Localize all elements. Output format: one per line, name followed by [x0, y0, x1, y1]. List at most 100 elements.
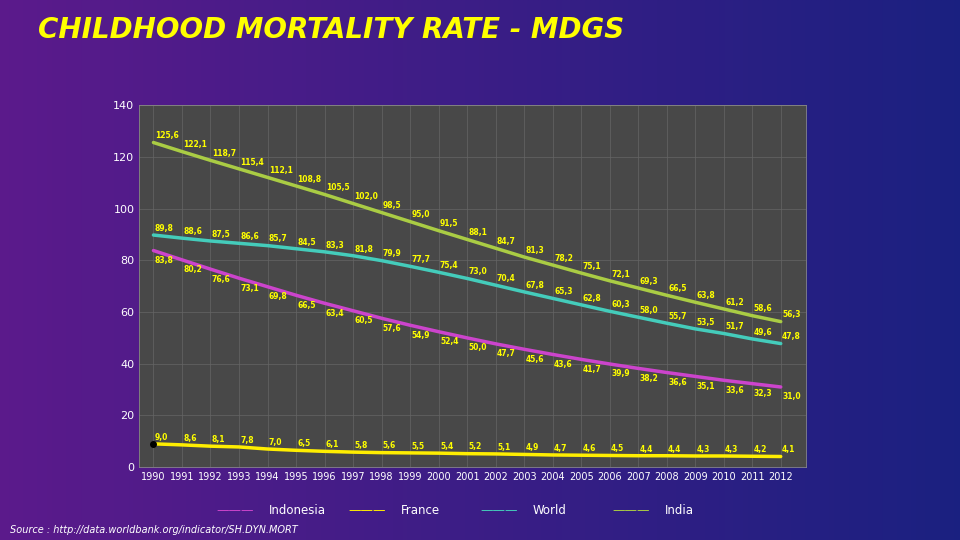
Bar — [562, 0, 566, 540]
Bar — [48, 0, 53, 540]
Bar — [912, 0, 917, 540]
Bar — [355, 0, 360, 540]
Bar — [586, 0, 590, 540]
Bar — [245, 0, 250, 540]
Bar — [931, 0, 936, 540]
Bar — [682, 0, 686, 540]
Bar — [504, 0, 509, 540]
Bar — [917, 0, 922, 540]
Bar — [226, 0, 230, 540]
Text: 41,7: 41,7 — [583, 365, 601, 374]
Bar — [466, 0, 470, 540]
Bar — [490, 0, 494, 540]
Text: 6,5: 6,5 — [298, 439, 311, 448]
Text: 57,6: 57,6 — [383, 324, 401, 333]
Text: 108,8: 108,8 — [298, 175, 322, 184]
Text: 81,8: 81,8 — [354, 245, 373, 254]
Bar — [557, 0, 562, 540]
Text: 95,0: 95,0 — [412, 211, 430, 219]
Text: 4,7: 4,7 — [554, 444, 567, 453]
Text: 47,7: 47,7 — [497, 349, 516, 359]
Bar — [470, 0, 475, 540]
Bar — [86, 0, 91, 540]
Text: 79,9: 79,9 — [383, 249, 401, 259]
Bar — [696, 0, 701, 540]
Text: 39,9: 39,9 — [612, 369, 630, 379]
Bar — [643, 0, 648, 540]
Bar — [744, 0, 749, 540]
Text: 63,4: 63,4 — [326, 309, 345, 318]
Bar — [336, 0, 341, 540]
Text: 122,1: 122,1 — [183, 140, 207, 150]
Bar — [946, 0, 950, 540]
Bar — [187, 0, 192, 540]
Bar — [902, 0, 907, 540]
Text: 55,7: 55,7 — [668, 312, 686, 321]
Bar — [662, 0, 667, 540]
Text: 43,6: 43,6 — [554, 360, 573, 369]
Bar — [346, 0, 350, 540]
Text: 85,7: 85,7 — [269, 234, 288, 244]
Bar — [629, 0, 634, 540]
Bar — [58, 0, 62, 540]
Bar — [547, 0, 552, 540]
Text: Source : http://data.worldbank.org/indicator/SH.DYN.MORT: Source : http://data.worldbank.org/indic… — [10, 524, 298, 535]
Bar — [221, 0, 226, 540]
Bar — [605, 0, 610, 540]
Bar — [254, 0, 259, 540]
Text: 4,4: 4,4 — [639, 444, 653, 454]
Bar — [888, 0, 893, 540]
Text: 4,5: 4,5 — [612, 444, 624, 453]
Bar — [706, 0, 710, 540]
Bar — [14, 0, 19, 540]
Text: 9,0: 9,0 — [155, 433, 168, 442]
Bar — [360, 0, 365, 540]
Bar — [326, 0, 331, 540]
Bar — [72, 0, 77, 540]
Bar — [768, 0, 773, 540]
Text: 7,8: 7,8 — [240, 436, 254, 445]
Text: 4,9: 4,9 — [525, 443, 539, 453]
Bar — [850, 0, 854, 540]
Bar — [317, 0, 322, 540]
Bar — [173, 0, 178, 540]
Bar — [384, 0, 389, 540]
Bar — [686, 0, 691, 540]
Bar — [806, 0, 811, 540]
Bar — [130, 0, 134, 540]
Bar — [835, 0, 840, 540]
Bar — [624, 0, 629, 540]
Bar — [864, 0, 869, 540]
Text: 58,0: 58,0 — [639, 306, 659, 315]
Bar — [518, 0, 523, 540]
Text: 75,4: 75,4 — [440, 261, 459, 270]
Bar — [269, 0, 274, 540]
Text: 8,6: 8,6 — [183, 434, 197, 443]
Text: 56,3: 56,3 — [782, 310, 801, 320]
Bar — [139, 0, 144, 540]
Text: ———: ——— — [348, 504, 386, 517]
Bar — [571, 0, 576, 540]
Bar — [782, 0, 787, 540]
Text: 88,6: 88,6 — [183, 227, 203, 236]
Bar — [494, 0, 499, 540]
Bar — [461, 0, 466, 540]
Text: 4,3: 4,3 — [697, 445, 710, 454]
Bar — [437, 0, 442, 540]
Bar — [811, 0, 816, 540]
Bar — [840, 0, 845, 540]
Bar — [91, 0, 96, 540]
Bar — [0, 0, 5, 540]
Bar — [418, 0, 422, 540]
Text: 63,8: 63,8 — [697, 291, 715, 300]
Bar — [302, 0, 307, 540]
Bar — [29, 0, 34, 540]
Bar — [24, 0, 29, 540]
Text: 62,8: 62,8 — [583, 294, 601, 302]
Bar — [739, 0, 744, 540]
Bar — [283, 0, 288, 540]
Text: 5,6: 5,6 — [383, 442, 396, 450]
Text: 60,3: 60,3 — [612, 300, 630, 309]
Bar — [331, 0, 336, 540]
Bar — [451, 0, 456, 540]
